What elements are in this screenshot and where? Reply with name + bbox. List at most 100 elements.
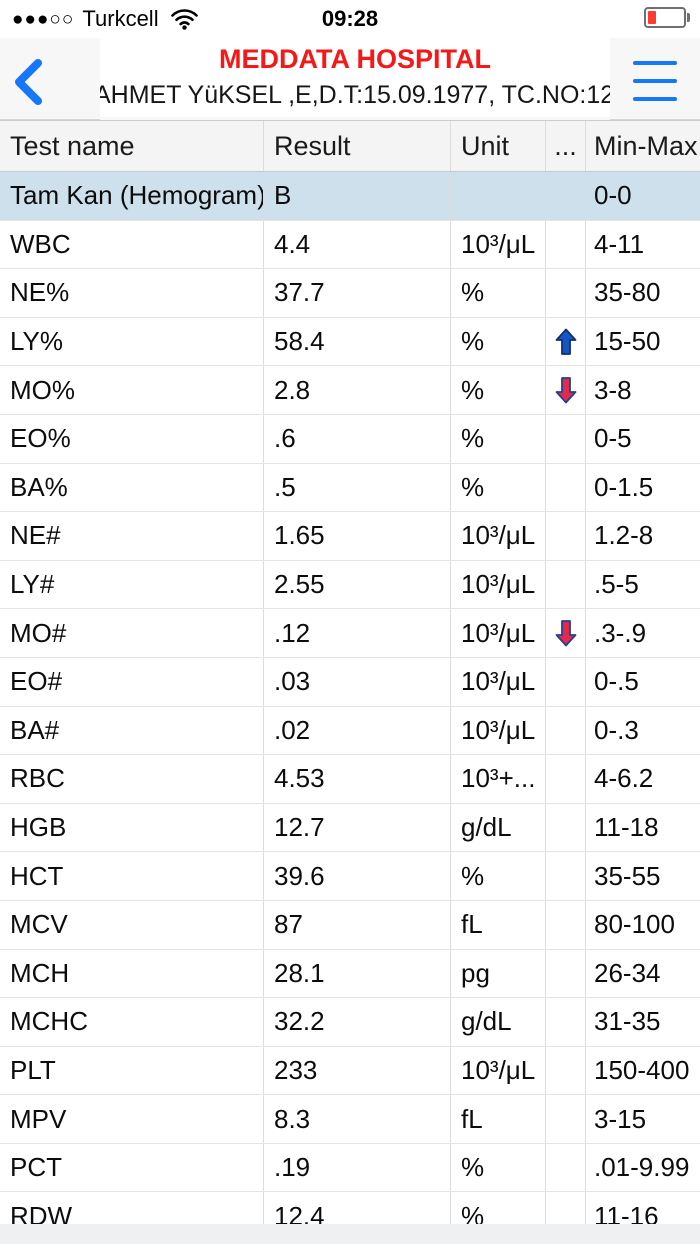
unit-cell: 10³/μL xyxy=(450,220,545,269)
col-header-flag: ... xyxy=(545,121,585,171)
result-cell: .5 xyxy=(263,463,450,512)
result-cell: B xyxy=(263,172,450,220)
status-left: ●●●○○ Turkcell xyxy=(0,6,198,32)
minmax-cell: 35-80 xyxy=(585,269,700,317)
status-right xyxy=(644,7,690,28)
result-cell: .03 xyxy=(263,657,450,706)
flag-cell xyxy=(545,609,585,657)
test-name-cell: NE# xyxy=(10,520,61,551)
minmax-cell: .5-5 xyxy=(585,560,700,609)
table-body: Tam Kan (Hemogram) B 0-0 WBC 4.4 10³/μL xyxy=(0,172,700,1242)
result-cell: 58.4 xyxy=(263,317,450,366)
carrier-label: Turkcell xyxy=(82,6,159,31)
table-row[interactable]: RBC 4.53 10³+... 4-6.2 xyxy=(0,755,700,804)
test-name-cell: MPV xyxy=(10,1103,67,1134)
minmax-cell: 80-100 xyxy=(585,900,700,949)
flag-cell xyxy=(545,1192,585,1241)
flag-cell xyxy=(545,366,585,414)
table-header-row: Test name Result Unit ... Min-Max xyxy=(0,120,700,172)
test-name-cell: EO# xyxy=(10,666,63,697)
table-row[interactable]: MCHC 32.2 g/dL 31-35 xyxy=(0,998,700,1047)
flag-cell xyxy=(545,852,585,900)
unit-cell: 10³/μL xyxy=(450,609,545,657)
unit-cell: % xyxy=(450,1192,545,1241)
unit-cell: g/dL xyxy=(450,803,545,852)
high-arrow-icon xyxy=(555,328,576,355)
flag-cell xyxy=(545,657,585,706)
table-row[interactable]: MO% 2.8 % 3-8 xyxy=(0,366,700,415)
table-row[interactable]: NE% 37.7 % 35-80 xyxy=(0,269,700,318)
table-row[interactable]: WBC 4.4 10³/μL 4-11 xyxy=(0,220,700,270)
unit-cell: 10³/μL xyxy=(450,512,545,560)
table-row[interactable]: PLT 233 10³/μL 150-400 xyxy=(0,1046,700,1096)
minmax-cell: 4-11 xyxy=(585,220,700,269)
result-cell: 2.55 xyxy=(263,560,450,609)
table-row[interactable]: PCT .19 % .01-9.99 xyxy=(0,1143,700,1193)
result-cell: 2.8 xyxy=(263,366,450,414)
flag-cell xyxy=(545,414,585,463)
result-cell: 87 xyxy=(263,900,450,949)
table-row[interactable]: EO# .03 10³/μL 0-.5 xyxy=(0,657,700,707)
result-cell: .19 xyxy=(263,1143,450,1192)
minmax-cell: 11-18 xyxy=(585,803,700,852)
test-name-cell: MCHC xyxy=(10,1006,88,1037)
test-name-cell: HGB xyxy=(10,812,67,843)
wifi-icon xyxy=(170,8,198,30)
minmax-cell: 0-.5 xyxy=(585,657,700,706)
col-header-result: Result xyxy=(263,121,450,171)
unit-cell: % xyxy=(450,317,545,366)
table-row[interactable]: LY% 58.4 % 15-50 xyxy=(0,317,700,367)
test-name-cell: PCT xyxy=(10,1152,62,1183)
flag-cell xyxy=(545,900,585,949)
unit-cell: fL xyxy=(450,900,545,949)
low-arrow-icon xyxy=(555,377,576,404)
table-row[interactable]: MO# .12 10³/μL .3-.9 xyxy=(0,609,700,658)
bottom-bar xyxy=(0,1224,700,1244)
test-name-cell: MO# xyxy=(10,617,67,648)
flag-cell xyxy=(545,463,585,512)
hamburger-icon xyxy=(633,61,677,65)
result-cell: 37.7 xyxy=(263,269,450,317)
signal-strength-icon: ●●●○○ xyxy=(12,8,75,30)
table-row[interactable]: MPV 8.3 fL 3-15 xyxy=(0,1095,700,1144)
result-cell: 4.4 xyxy=(263,220,450,269)
table-row[interactable]: LY# 2.55 10³/μL .5-5 xyxy=(0,560,700,610)
unit-cell: 10³/μL xyxy=(450,657,545,706)
chevron-left-icon xyxy=(15,59,42,105)
unit-cell: fL xyxy=(450,1095,545,1143)
table-row[interactable]: MCH 28.1 pg 26-34 xyxy=(0,949,700,999)
test-name-cell: EO% xyxy=(10,423,71,454)
minmax-cell: 0-5 xyxy=(585,414,700,463)
table-row[interactable]: BA% .5 % 0-1.5 xyxy=(0,463,700,513)
unit-cell: pg xyxy=(450,949,545,998)
table-row[interactable]: BA# .02 10³/μL 0-.3 xyxy=(0,706,700,756)
table-row[interactable]: Tam Kan (Hemogram) B 0-0 xyxy=(0,172,700,221)
flag-cell xyxy=(545,220,585,269)
minmax-cell: 3-15 xyxy=(585,1095,700,1143)
minmax-cell: .3-.9 xyxy=(585,609,700,657)
table-row[interactable]: HCT 39.6 % 35-55 xyxy=(0,852,700,901)
minmax-cell: 0-.3 xyxy=(585,706,700,755)
low-arrow-icon xyxy=(555,620,576,647)
test-name-cell: LY# xyxy=(10,569,55,600)
test-name-cell: MCH xyxy=(10,957,70,988)
minmax-cell: 0-1.5 xyxy=(585,463,700,512)
table-row[interactable]: EO% .6 % 0-5 xyxy=(0,414,700,464)
menu-button[interactable] xyxy=(633,61,677,101)
table-row[interactable]: NE# 1.65 10³/μL 1.2-8 xyxy=(0,512,700,561)
results-table: Test name Result Unit ... Min-Max Tam Ka… xyxy=(0,120,700,1242)
flag-cell xyxy=(545,1143,585,1192)
test-name-cell: BA# xyxy=(10,714,60,745)
test-name-cell: MO% xyxy=(10,374,75,405)
table-row[interactable]: MCV 87 fL 80-100 xyxy=(0,900,700,950)
flag-cell xyxy=(545,706,585,755)
table-row[interactable]: HGB 12.7 g/dL 11-18 xyxy=(0,803,700,853)
result-cell: 28.1 xyxy=(263,949,450,998)
test-name-cell: Tam Kan (Hemogram) xyxy=(10,180,263,211)
flag-cell xyxy=(545,949,585,998)
battery-nub xyxy=(687,13,690,22)
test-name-cell: WBC xyxy=(10,228,71,259)
result-cell: .6 xyxy=(263,414,450,463)
back-button[interactable] xyxy=(13,58,43,106)
